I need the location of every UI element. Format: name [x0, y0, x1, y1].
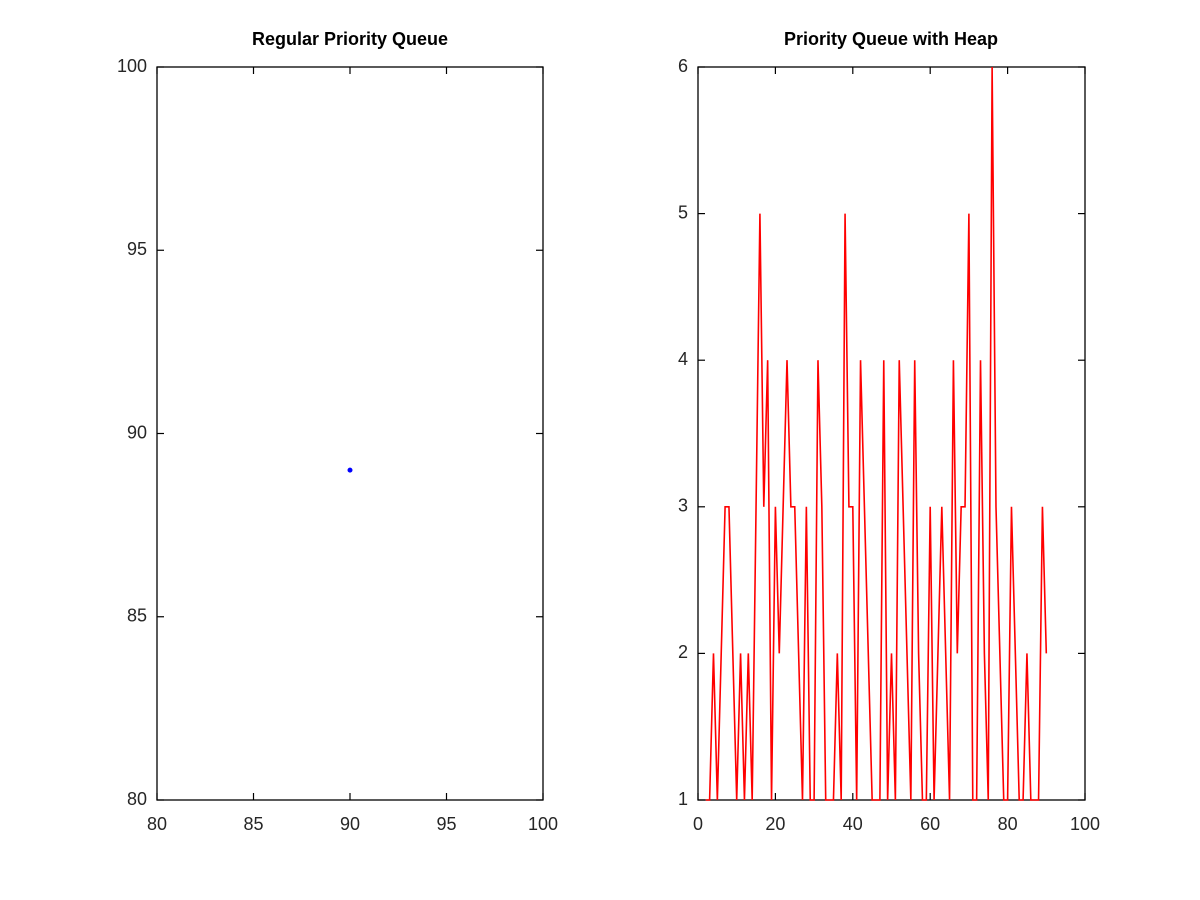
- y-tick-label: 90: [127, 422, 147, 442]
- y-tick-label: 3: [678, 496, 688, 516]
- x-tick-label: 90: [340, 814, 360, 834]
- x-tick-label: 80: [998, 814, 1018, 834]
- y-tick-label: 95: [127, 239, 147, 259]
- x-tick-label: 100: [1070, 814, 1100, 834]
- x-tick-label: 85: [243, 814, 263, 834]
- y-tick-label: 85: [127, 606, 147, 626]
- y-tick-label: 100: [117, 56, 147, 76]
- x-tick-label: 80: [147, 814, 167, 834]
- data-point: [347, 467, 353, 473]
- data-line: [705, 66, 1048, 801]
- x-tick-label: 40: [843, 814, 863, 834]
- x-tick-label: 20: [765, 814, 785, 834]
- y-tick-label: 80: [127, 789, 147, 809]
- x-tick-label: 95: [436, 814, 456, 834]
- x-tick-label: 60: [920, 814, 940, 834]
- y-tick-label: 1: [678, 789, 688, 809]
- y-tick-label: 4: [678, 349, 688, 369]
- chart-title: Priority Queue with Heap: [784, 29, 998, 49]
- x-tick-label: 100: [528, 814, 558, 834]
- y-tick-label: 5: [678, 202, 688, 222]
- axes-box: [697, 66, 1086, 801]
- y-tick-label: 2: [678, 642, 688, 662]
- y-tick-label: 6: [678, 56, 688, 76]
- chart-title: Regular Priority Queue: [252, 29, 448, 49]
- x-tick-label: 0: [693, 814, 703, 834]
